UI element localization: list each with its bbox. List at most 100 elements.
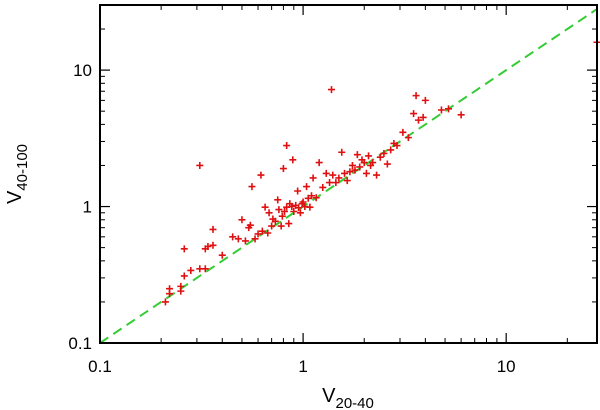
ticks-layer: 0.1 1 10 0.1 1 10 (68, 5, 597, 376)
data-point (307, 192, 315, 200)
data-point (309, 174, 317, 182)
x-axis-title-sub: 20-40 (335, 395, 373, 410)
data-point (404, 134, 412, 142)
data-point (393, 142, 401, 150)
y-tick-label: 0.1 (68, 334, 92, 353)
data-point (445, 105, 453, 113)
data-point (353, 151, 361, 159)
data-point (383, 160, 391, 168)
data-point (248, 183, 256, 191)
data-point (265, 209, 273, 217)
data-point (201, 265, 209, 273)
reference-line (99, 8, 598, 344)
data-point (360, 159, 368, 167)
data-point (277, 222, 285, 230)
data-point (241, 237, 249, 245)
data-point (161, 298, 169, 306)
data-point (257, 171, 265, 179)
data-point (254, 230, 262, 238)
data-point (338, 148, 346, 156)
data-point (204, 242, 212, 250)
data-point (437, 106, 445, 114)
data-point (299, 198, 307, 206)
data-point (246, 221, 254, 229)
data-point (238, 216, 246, 224)
data-point (268, 222, 276, 230)
data-point (343, 177, 351, 185)
data-point (294, 187, 302, 195)
data-point (285, 220, 293, 228)
data-point (369, 159, 377, 167)
data-point (419, 113, 427, 121)
data-point (399, 128, 407, 136)
y-tick-label: 10 (73, 61, 92, 80)
data-point (234, 235, 242, 243)
data-point (373, 171, 381, 179)
data-point (410, 110, 418, 118)
data-point (187, 266, 195, 274)
data-point (180, 272, 188, 280)
data-point (177, 282, 185, 290)
data-point (348, 161, 356, 169)
data-point (365, 152, 373, 160)
data-point (387, 146, 395, 154)
reference-line-layer (99, 8, 598, 344)
x-axis-title-main: V (322, 385, 336, 407)
x-tick-label: 10 (497, 357, 516, 376)
data-point (258, 227, 266, 235)
data-point (303, 183, 311, 191)
data-point (196, 161, 204, 169)
data-point (289, 156, 297, 164)
data-point (329, 171, 337, 179)
data-point (209, 225, 217, 233)
data-point (421, 96, 429, 104)
data-point (271, 217, 279, 225)
data-point (290, 207, 298, 215)
data-point (356, 163, 364, 171)
data-point (376, 153, 384, 161)
data-point (332, 179, 340, 187)
data-point (180, 245, 188, 253)
data-point (275, 206, 283, 214)
plot-frame (99, 4, 598, 344)
data-point (288, 203, 296, 211)
data-point (414, 116, 422, 124)
data-point (328, 86, 336, 94)
data-point (380, 149, 388, 157)
data-point (264, 229, 272, 237)
data-point (279, 165, 287, 173)
data-point (166, 285, 174, 293)
y-axis-title: V40-100 (4, 144, 31, 204)
y-tick-label: 1 (83, 198, 92, 217)
data-point (346, 168, 354, 176)
data-point (229, 233, 237, 241)
points-layer (161, 38, 600, 306)
data-point (457, 111, 465, 119)
data-point (261, 203, 269, 211)
data-point (319, 183, 327, 191)
data-point (315, 159, 323, 167)
data-point (218, 251, 226, 259)
y-axis-title-main: V (4, 190, 26, 204)
data-point (209, 241, 217, 249)
data-point (335, 174, 343, 182)
x-tick-label: 0.1 (88, 357, 112, 376)
x-tick-label: 1 (298, 357, 307, 376)
data-point (326, 179, 334, 187)
data-point (351, 166, 359, 174)
data-point (295, 204, 303, 212)
y-axis-title-sub: 40-100 (14, 144, 31, 191)
data-point (283, 142, 291, 150)
data-point (322, 169, 330, 177)
data-point (341, 169, 349, 177)
x-axis-title: V20-40 (322, 385, 374, 410)
data-point (412, 92, 420, 100)
data-point (274, 196, 282, 204)
data-point (362, 169, 370, 177)
data-point (296, 209, 304, 217)
data-point (251, 235, 259, 243)
data-point (278, 212, 286, 220)
data-point (312, 194, 320, 202)
data-point (306, 203, 314, 211)
